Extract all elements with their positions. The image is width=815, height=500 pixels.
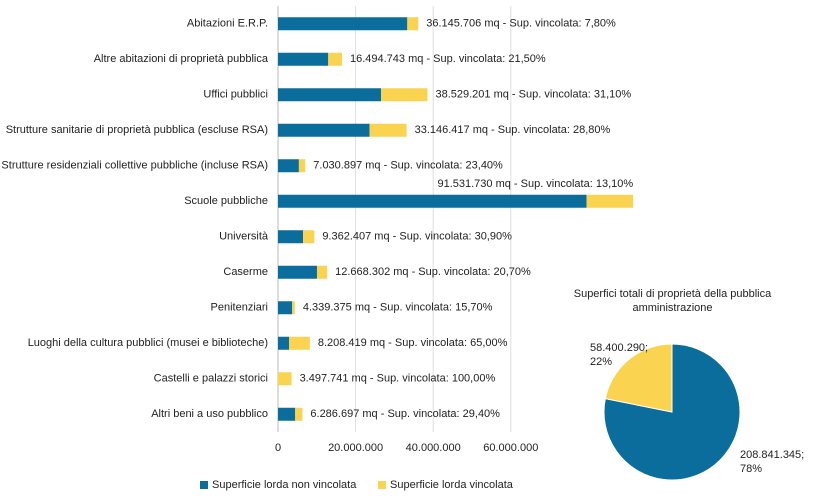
pie-value-label: 58.400.290; [590,342,648,354]
bar-segment [278,17,408,31]
bar-annotation: 36.145.706 mq - Sup. vincolata: 7,80% [426,18,616,30]
bar-segment [278,88,382,102]
legend-swatch [200,481,208,489]
bar-segment [316,265,328,279]
bar-annotation: 9.362.407 mq - Sup. vincolata: 30,90% [322,231,512,243]
pie-slice [603,343,741,481]
bar-segment [289,336,310,350]
bar-segment [298,159,306,173]
bar-segment [278,372,292,386]
category-label: Caserme [223,266,268,278]
bar-segment [303,230,315,244]
bar-segment [381,88,428,102]
bar-segment [278,194,587,208]
category-label: Strutture residenziali collettive pubbli… [1,160,268,172]
bar-segment [278,301,293,315]
x-tick-label: 0 [275,442,281,454]
bar-segment [369,123,407,137]
legend-label: Superficie lorda vincolata [390,479,514,491]
bar-annotation: 12.668.302 mq - Sup. vincolata: 20,70% [335,266,531,278]
x-tick-label: 60.000.000 [483,442,538,454]
pie-percent-label: 78% [740,463,762,475]
bar-segment [278,336,290,350]
legend-swatch [378,481,386,489]
bar-segment [292,301,295,315]
bar-annotation: 91.531.730 mq - Sup. vincolata: 13,10% [437,178,633,190]
bar-segment [278,123,370,137]
category-label: Scuole pubbliche [184,195,268,207]
bar-segment [586,194,634,208]
bar-annotation: 3.497.741 mq - Sup. vincolata: 100,00% [300,373,496,385]
bar-annotation: 4.339.375 mq - Sup. vincolata: 15,70% [303,302,493,314]
bar-segment [295,407,303,421]
bar-annotation: 6.286.697 mq - Sup. vincolata: 29,40% [310,408,500,420]
category-label: Altri beni a uso pubblico [151,408,268,420]
category-label: Uffici pubblici [203,89,268,101]
bar-segment [407,17,419,31]
bar-segment [278,52,329,66]
bar-segment [278,230,304,244]
bar-annotation: 16.494.743 mq - Sup. vincolata: 21,50% [350,53,546,65]
category-label: Strutture sanitarie di proprietà pubblic… [6,124,268,136]
bar-segment [328,52,342,66]
pie-percent-label: 22% [590,356,612,368]
bar-segment [278,265,317,279]
pie-value-label: 208.841.345; [740,449,804,461]
bar-annotation: 8.208.419 mq - Sup. vincolata: 65,00% [318,337,508,349]
category-label: Penitenziari [211,302,268,314]
category-label: Altre abitazioni di proprietà pubblica [94,53,269,65]
bar-annotation: 7.030.897 mq - Sup. vincolata: 23,40% [313,160,503,172]
pie-slice [604,343,673,413]
x-tick-label: 20.000.000 [328,442,383,454]
bar-annotation: 33.146.417 mq - Sup. vincolata: 28,80% [415,124,611,136]
x-tick-label: 40.000.000 [406,442,461,454]
pie-title: Superfici totali di proprietà della pubb… [573,288,772,314]
legend-label: Superficie lorda non vincolata [212,479,357,491]
category-label: Luoghi della cultura pubblici (musei e b… [28,337,268,349]
bar-segment [278,407,296,421]
category-label: Castelli e palazzi storici [154,373,268,385]
bar-segment [278,159,299,173]
category-label: Università [219,231,269,243]
category-label: Abitazioni E.R.P. [187,18,268,30]
bar-annotation: 38.529.201 mq - Sup. vincolata: 31,10% [435,89,631,101]
